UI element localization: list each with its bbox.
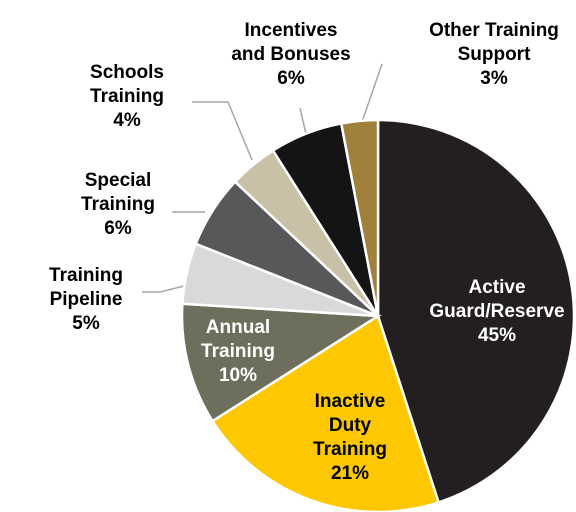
value-label: 10% bbox=[218, 365, 258, 386]
value-label: 6% bbox=[104, 218, 132, 239]
value-label: 3% bbox=[480, 68, 508, 89]
slice-label: Special Training 6% bbox=[81, 169, 155, 241]
pie-slice bbox=[376, 118, 576, 504]
category-label: Active Guard/Reserve bbox=[429, 277, 565, 322]
category-label: Inactive Duty Training bbox=[313, 391, 387, 460]
pie-slice bbox=[210, 314, 441, 512]
slice-label: Inactive Duty Training 21% bbox=[313, 390, 387, 486]
category-label: Other Training Support bbox=[429, 20, 559, 65]
slice-label: Annual Training 10% bbox=[201, 316, 275, 388]
leader-line bbox=[361, 63, 383, 123]
pie-slice bbox=[339, 118, 380, 317]
leader-line bbox=[299, 107, 307, 135]
leader-lines bbox=[142, 63, 383, 293]
pie-slice bbox=[180, 302, 382, 423]
value-label: 21% bbox=[330, 463, 370, 484]
value-label: 5% bbox=[72, 313, 100, 334]
value-label: 6% bbox=[277, 68, 305, 89]
slice-label: Other Training Support 3% bbox=[429, 19, 559, 91]
value-label: 4% bbox=[113, 110, 141, 131]
category-label: Incentives and Bonuses bbox=[231, 20, 351, 65]
slice-label: Training Pipeline 5% bbox=[49, 264, 123, 336]
category-label: Schools Training bbox=[90, 62, 164, 107]
value-label: 45% bbox=[477, 325, 517, 346]
slice-label: Active Guard/Reserve 45% bbox=[429, 276, 564, 348]
category-label: Annual Training bbox=[201, 317, 275, 362]
category-label: Special Training bbox=[81, 170, 155, 215]
slice-label: Schools Training 4% bbox=[90, 61, 164, 133]
slice-label: Incentives and Bonuses 6% bbox=[231, 19, 350, 91]
leader-line bbox=[142, 285, 185, 293]
leader-line bbox=[192, 101, 253, 161]
category-label: Training Pipeline bbox=[49, 265, 123, 310]
